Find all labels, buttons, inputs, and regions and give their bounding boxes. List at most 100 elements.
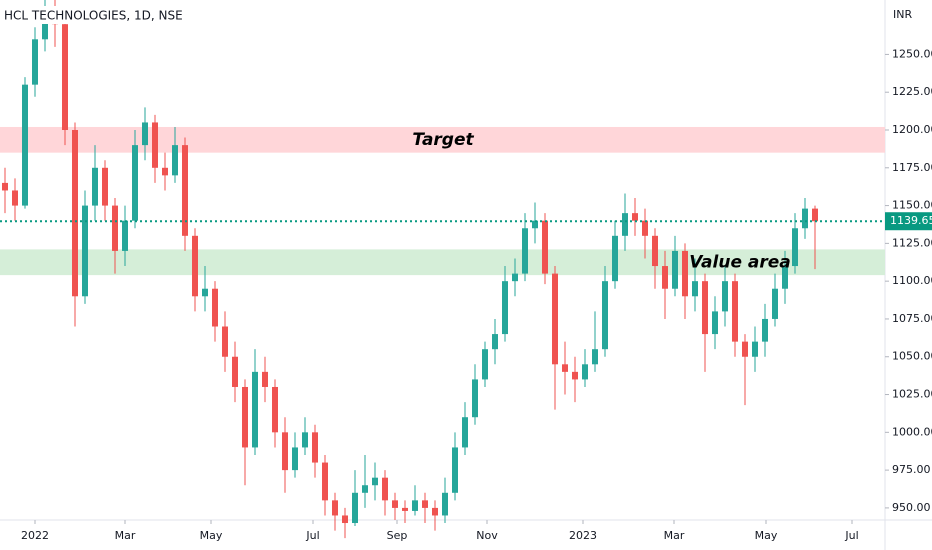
- candle-body: [322, 462, 328, 501]
- zone: [0, 249, 885, 276]
- candle-body: [332, 500, 338, 516]
- candle-body: [532, 220, 538, 229]
- x-tick-label: 2022: [21, 529, 49, 542]
- currency-label: INR: [893, 8, 912, 21]
- candle-body: [72, 130, 78, 297]
- candle-body: [702, 281, 708, 335]
- candle-body: [302, 432, 308, 448]
- candle-body: [732, 281, 738, 342]
- candle-body: [422, 500, 428, 508]
- zone-label: Value area: [689, 252, 791, 272]
- candle-body: [2, 182, 8, 191]
- x-tick-label: Nov: [476, 529, 498, 542]
- candle-body: [492, 334, 498, 350]
- candle-body: [652, 235, 658, 267]
- candle-body: [622, 213, 628, 236]
- candle-body: [352, 492, 358, 524]
- y-tick-label: 1200.00: [892, 123, 932, 136]
- candle-body: [712, 311, 718, 335]
- candle-body: [432, 507, 438, 516]
- candle-body: [142, 122, 148, 146]
- candle-body: [262, 371, 268, 387]
- last-price-box: [885, 212, 932, 231]
- zone-label: Target: [412, 130, 474, 150]
- candle-body: [82, 205, 88, 297]
- candle-body: [312, 432, 318, 463]
- candle-body: [762, 318, 768, 342]
- x-tick-label: Jul: [844, 529, 858, 542]
- candle-body: [592, 349, 598, 365]
- candle-body: [672, 250, 678, 289]
- candle-body: [612, 235, 618, 282]
- candle-body: [662, 266, 668, 289]
- candle-body: [742, 341, 748, 357]
- y-tick-label: 950.00: [892, 501, 931, 514]
- candle-body: [132, 145, 138, 221]
- candle-body: [752, 341, 758, 357]
- candle-body: [282, 432, 288, 471]
- candle-body: [772, 288, 778, 319]
- candle-body: [62, 24, 68, 130]
- candle-body: [172, 145, 178, 176]
- y-tick-label: 1025.00: [892, 388, 932, 401]
- last-price-label: 1139.65: [890, 214, 932, 227]
- candle-body: [342, 515, 348, 524]
- y-tick-label: 1075.00: [892, 312, 932, 325]
- candle-body: [642, 220, 648, 236]
- candle-body: [562, 364, 568, 372]
- y-tick-label: 1100.00: [892, 274, 932, 287]
- candle-body: [722, 281, 728, 312]
- candle-body: [212, 288, 218, 327]
- candle-body: [182, 145, 188, 236]
- candle-body: [392, 500, 398, 508]
- candle-body: [362, 485, 368, 493]
- candle-body: [482, 349, 488, 380]
- candle-body: [152, 122, 158, 168]
- candle-body: [682, 250, 688, 297]
- candle-body: [372, 477, 378, 486]
- candle-body: [692, 281, 698, 297]
- candle-body: [582, 364, 588, 380]
- candle-body: [402, 507, 408, 511]
- candle-body: [522, 228, 528, 274]
- candle-body: [252, 371, 258, 448]
- y-tick-label: 1000.00: [892, 425, 932, 438]
- x-tick-label: Mar: [115, 529, 136, 542]
- x-tick-label: 2023: [569, 529, 597, 542]
- candle-body: [452, 447, 458, 493]
- x-tick-label: Mar: [664, 529, 685, 542]
- candle-body: [122, 220, 128, 251]
- candle-body: [812, 208, 818, 222]
- candle-body: [472, 379, 478, 418]
- candle-body: [542, 220, 548, 274]
- candle-body: [552, 273, 558, 365]
- candle-body: [512, 273, 518, 282]
- candle-body: [242, 386, 248, 448]
- title-bg: [0, 6, 150, 24]
- candle-body: [222, 326, 228, 357]
- y-tick-label: 1175.00: [892, 161, 932, 174]
- candle-body: [22, 84, 28, 206]
- candle-body: [602, 281, 608, 350]
- y-tick-label: 1150.00: [892, 199, 932, 212]
- candle-body: [32, 39, 38, 85]
- candle-body: [572, 371, 578, 380]
- candle-body: [502, 281, 508, 335]
- candle-body: [42, 9, 48, 40]
- candle-body: [162, 167, 168, 176]
- y-tick-label: 1125.00: [892, 236, 932, 249]
- x-tick-label: Sep: [387, 529, 408, 542]
- y-tick-label: 1225.00: [892, 85, 932, 98]
- candle-body: [102, 167, 108, 206]
- candle-body: [112, 205, 118, 251]
- candle-body: [412, 500, 418, 511]
- candle-body: [12, 190, 18, 206]
- candle-body: [442, 492, 448, 516]
- x-tick-label: May: [755, 529, 778, 542]
- x-tick-label: May: [200, 529, 223, 542]
- x-tick-label: Jul: [305, 529, 319, 542]
- candle-body: [802, 208, 808, 229]
- candle-body: [192, 235, 198, 297]
- candle-body: [782, 266, 788, 289]
